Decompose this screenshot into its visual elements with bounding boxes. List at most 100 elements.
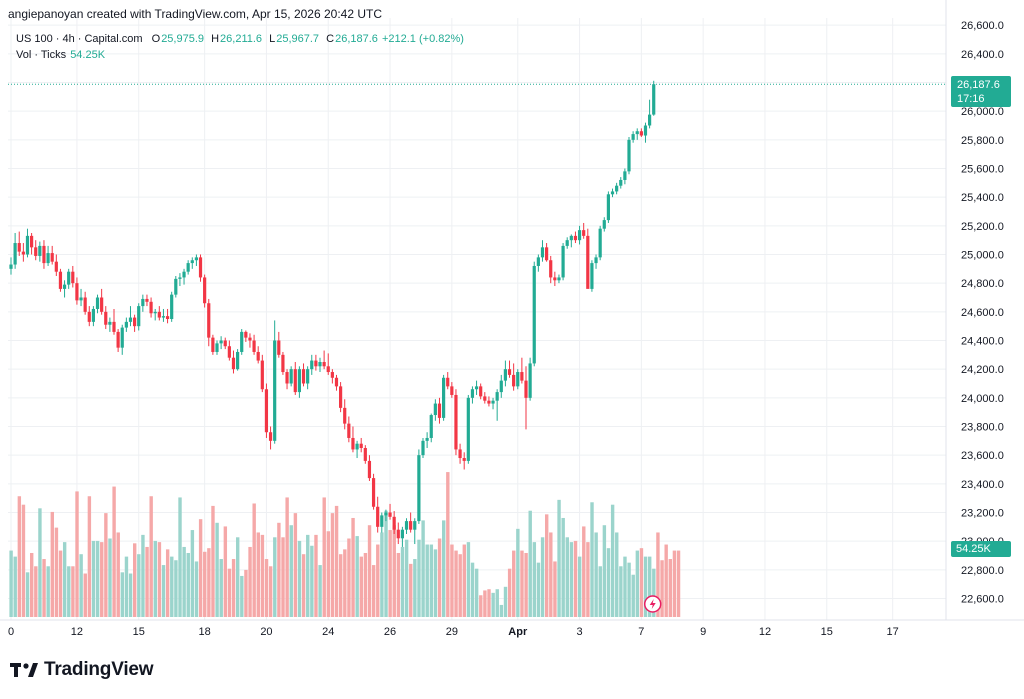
- candle-body: [536, 257, 540, 266]
- y-tick-label: 25,600.0: [961, 164, 1004, 176]
- volume-bar: [120, 572, 125, 617]
- symbol-name[interactable]: US 100 · 4h · Capital.com: [16, 33, 143, 45]
- open-value: O25,975.9: [151, 33, 205, 45]
- volume-bar: [227, 568, 232, 617]
- candle-body: [157, 311, 161, 318]
- candle-body: [648, 114, 652, 126]
- volume-bar: [186, 552, 190, 617]
- y-tick-label: 25,200.0: [961, 221, 1004, 233]
- candle-body: [619, 179, 623, 186]
- candle-body: [285, 372, 289, 384]
- candle-body: [223, 340, 227, 347]
- candle-body: [483, 396, 487, 401]
- candle-body: [359, 443, 363, 448]
- candle-body: [516, 372, 520, 387]
- candle-body: [400, 529, 404, 539]
- y-tick-label: 25,800.0: [961, 135, 1004, 147]
- volume-bar: [524, 552, 528, 617]
- candle-body: [479, 386, 483, 397]
- candle-body: [54, 261, 58, 272]
- volume-tag: 54.25K: [951, 541, 1011, 557]
- volume-bar: [676, 550, 681, 617]
- y-tick-label: 26,000.0: [961, 106, 1004, 118]
- volume-bar: [545, 514, 549, 617]
- volume-bar: [652, 568, 656, 617]
- volume-bar: [446, 472, 450, 617]
- lightning-icon: [649, 599, 656, 609]
- candle-body: [120, 327, 124, 348]
- volume-bar: [648, 556, 652, 617]
- volume-bar: [384, 510, 388, 617]
- y-tick-label: 22,600.0: [961, 594, 1004, 606]
- candle-body: [322, 362, 326, 367]
- volume-bar: [112, 486, 116, 617]
- candle-body: [491, 400, 495, 404]
- volume-bar: [231, 559, 236, 617]
- candle-body: [178, 277, 182, 279]
- candle-body: [116, 331, 120, 348]
- candle-body: [277, 340, 281, 355]
- volume-bar: [124, 556, 129, 617]
- volume-bar: [495, 589, 499, 617]
- candle-body: [75, 283, 79, 301]
- candle-body: [91, 308, 95, 322]
- volume-bar: [376, 544, 380, 617]
- candle-body: [540, 247, 545, 258]
- candle-body: [137, 306, 141, 327]
- volume-bar: [54, 527, 59, 617]
- volume-bar: [363, 552, 368, 617]
- candle-body: [153, 311, 157, 314]
- volume-bar: [256, 532, 260, 617]
- candle-body: [561, 245, 565, 278]
- volume-bar: [219, 559, 223, 617]
- candle-body: [62, 284, 67, 289]
- volume-bar: [203, 551, 207, 617]
- candle-body: [367, 460, 372, 479]
- volume-bar: [252, 503, 256, 617]
- candle-body: [466, 397, 470, 461]
- volume-bar: [598, 566, 602, 617]
- candle-body: [520, 372, 524, 381]
- volume-bar: [91, 540, 96, 617]
- volume-bar: [215, 522, 219, 617]
- candle-body: [433, 403, 437, 416]
- close-value: C26,187.6: [326, 33, 378, 45]
- x-tick-label: 15: [133, 626, 145, 638]
- symbol-legend: US 100 · 4h · Capital.com O25,975.9 H26,…: [16, 33, 464, 45]
- volume-bar: [289, 525, 293, 617]
- candle-body: [306, 369, 310, 384]
- volume-bar: [442, 520, 446, 617]
- candle-body: [38, 245, 42, 256]
- tradingview-brand[interactable]: TradingView: [10, 659, 154, 681]
- candle-body: [409, 521, 413, 530]
- volume-bar: [433, 549, 438, 617]
- volume-bar: [330, 513, 335, 617]
- volume-bar: [660, 560, 664, 617]
- volume-bar: [367, 525, 372, 617]
- volume-bar: [182, 546, 186, 617]
- volume-bar: [116, 532, 120, 617]
- candle-body: [244, 331, 248, 338]
- candle-body: [380, 515, 384, 527]
- candle-body: [71, 271, 75, 284]
- volume-bar: [273, 537, 277, 617]
- volume-label[interactable]: Vol · Ticks: [16, 49, 67, 61]
- volume-bar: [157, 542, 162, 617]
- volume-bar: [83, 573, 87, 617]
- volume-bar: [664, 544, 668, 617]
- candle-body: [495, 392, 499, 401]
- candle-body: [594, 257, 598, 264]
- candle-body: [248, 337, 252, 341]
- volume-bar: [623, 556, 627, 617]
- candle-body: [643, 125, 648, 136]
- candle-body: [437, 403, 442, 418]
- candle-body: [194, 257, 198, 261]
- candle-body: [363, 448, 367, 461]
- change-value: +212.1 (+0.82%): [381, 33, 464, 45]
- volume-bar: [322, 497, 326, 617]
- candle-body: [112, 321, 116, 332]
- candle-body: [392, 516, 396, 530]
- candle-body: [458, 449, 462, 459]
- volume-bar: [248, 546, 252, 617]
